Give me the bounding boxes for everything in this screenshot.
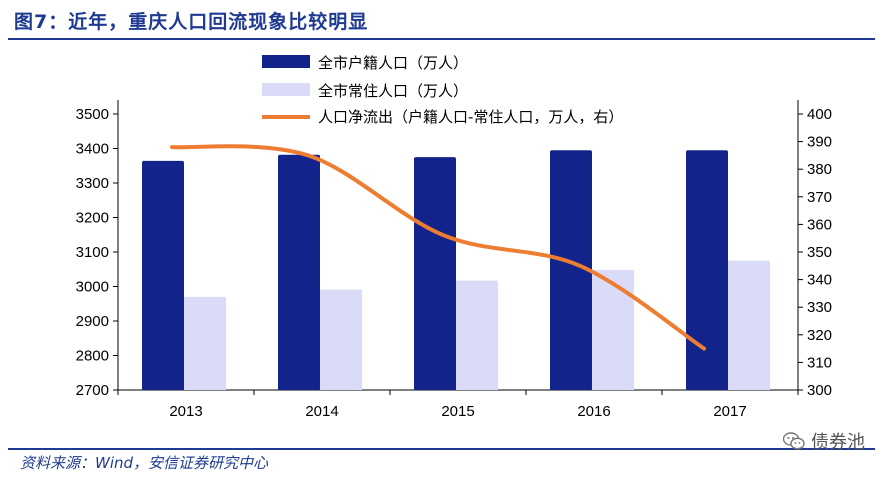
legend-label-resident: 全市常住人口（万人） <box>318 82 468 100</box>
y-left-tick-label: 2800 <box>76 348 109 365</box>
source-note: 资料来源：Wind，安信证券研究中心 <box>20 454 269 472</box>
chart-title: 图7：近年，重庆人口回流现象比较明显 <box>14 11 369 33</box>
y-right-tick-label: 330 <box>807 299 832 316</box>
bars <box>142 150 770 390</box>
y-right-tick-label: 320 <box>807 327 832 344</box>
bar-registered-2017 <box>686 150 728 390</box>
bar-resident-2016 <box>592 269 634 390</box>
y-left-tick-label: 3000 <box>76 279 109 296</box>
wechat-icon <box>783 432 805 450</box>
title-rule <box>8 38 875 40</box>
x-tick-label: 2015 <box>441 403 474 420</box>
watermark-text: 债券池 <box>811 432 865 453</box>
x-tick-label: 2017 <box>713 403 746 420</box>
y-right-tick-label: 300 <box>807 382 832 399</box>
y-right-tick-label: 310 <box>807 354 832 371</box>
y-right-tick-label: 340 <box>807 272 832 289</box>
bar-registered-2016 <box>550 150 592 390</box>
y-left-tick-label: 3400 <box>76 141 109 158</box>
bar-resident-2015 <box>456 280 498 390</box>
y-right-tick-label: 360 <box>807 216 832 233</box>
y-left-tick-label: 3300 <box>76 175 109 192</box>
y-right-tick-label: 400 <box>807 106 832 123</box>
legend-swatch-registered <box>262 55 310 68</box>
bar-resident-2017 <box>728 260 770 390</box>
y-right-tick-label: 390 <box>807 134 832 151</box>
bar-registered-2014 <box>278 154 320 390</box>
legend-swatch-resident <box>262 83 310 96</box>
y-right-tick-label: 380 <box>807 161 832 178</box>
y-left-tick-label: 3500 <box>76 106 109 123</box>
x-tick-label: 2013 <box>169 403 202 420</box>
bar-resident-2014 <box>320 289 362 390</box>
x-tick-label: 2014 <box>305 403 338 420</box>
net-outflow-line-group <box>170 144 706 351</box>
footer-rule <box>8 448 875 450</box>
y-right-tick-label: 370 <box>807 189 832 206</box>
x-tick-label: 2016 <box>577 403 610 420</box>
legend-label-outflow: 人口净流出（户籍人口-常住人口，万人，右） <box>318 108 623 126</box>
legend-label-registered: 全市户籍人口（万人） <box>318 54 468 72</box>
watermark: 债券池 <box>783 428 865 454</box>
y-right-tick-label: 350 <box>807 244 832 261</box>
bar-resident-2013 <box>184 296 226 390</box>
legend: 全市户籍人口（万人） 全市常住人口（万人） 人口净流出（户籍人口-常住人口，万人… <box>262 54 623 126</box>
bar-registered-2015 <box>414 157 456 390</box>
y-left-tick-label: 3200 <box>76 210 109 227</box>
axes: 2700 2800 2900 3000 3100 3200 3300 3400 3500 300 3… <box>76 100 832 420</box>
y-left-tick-label: 2700 <box>76 382 109 399</box>
bar-registered-2013 <box>142 160 184 390</box>
y-left-tick-label: 2900 <box>76 313 109 330</box>
y-left-tick-label: 3100 <box>76 244 109 261</box>
